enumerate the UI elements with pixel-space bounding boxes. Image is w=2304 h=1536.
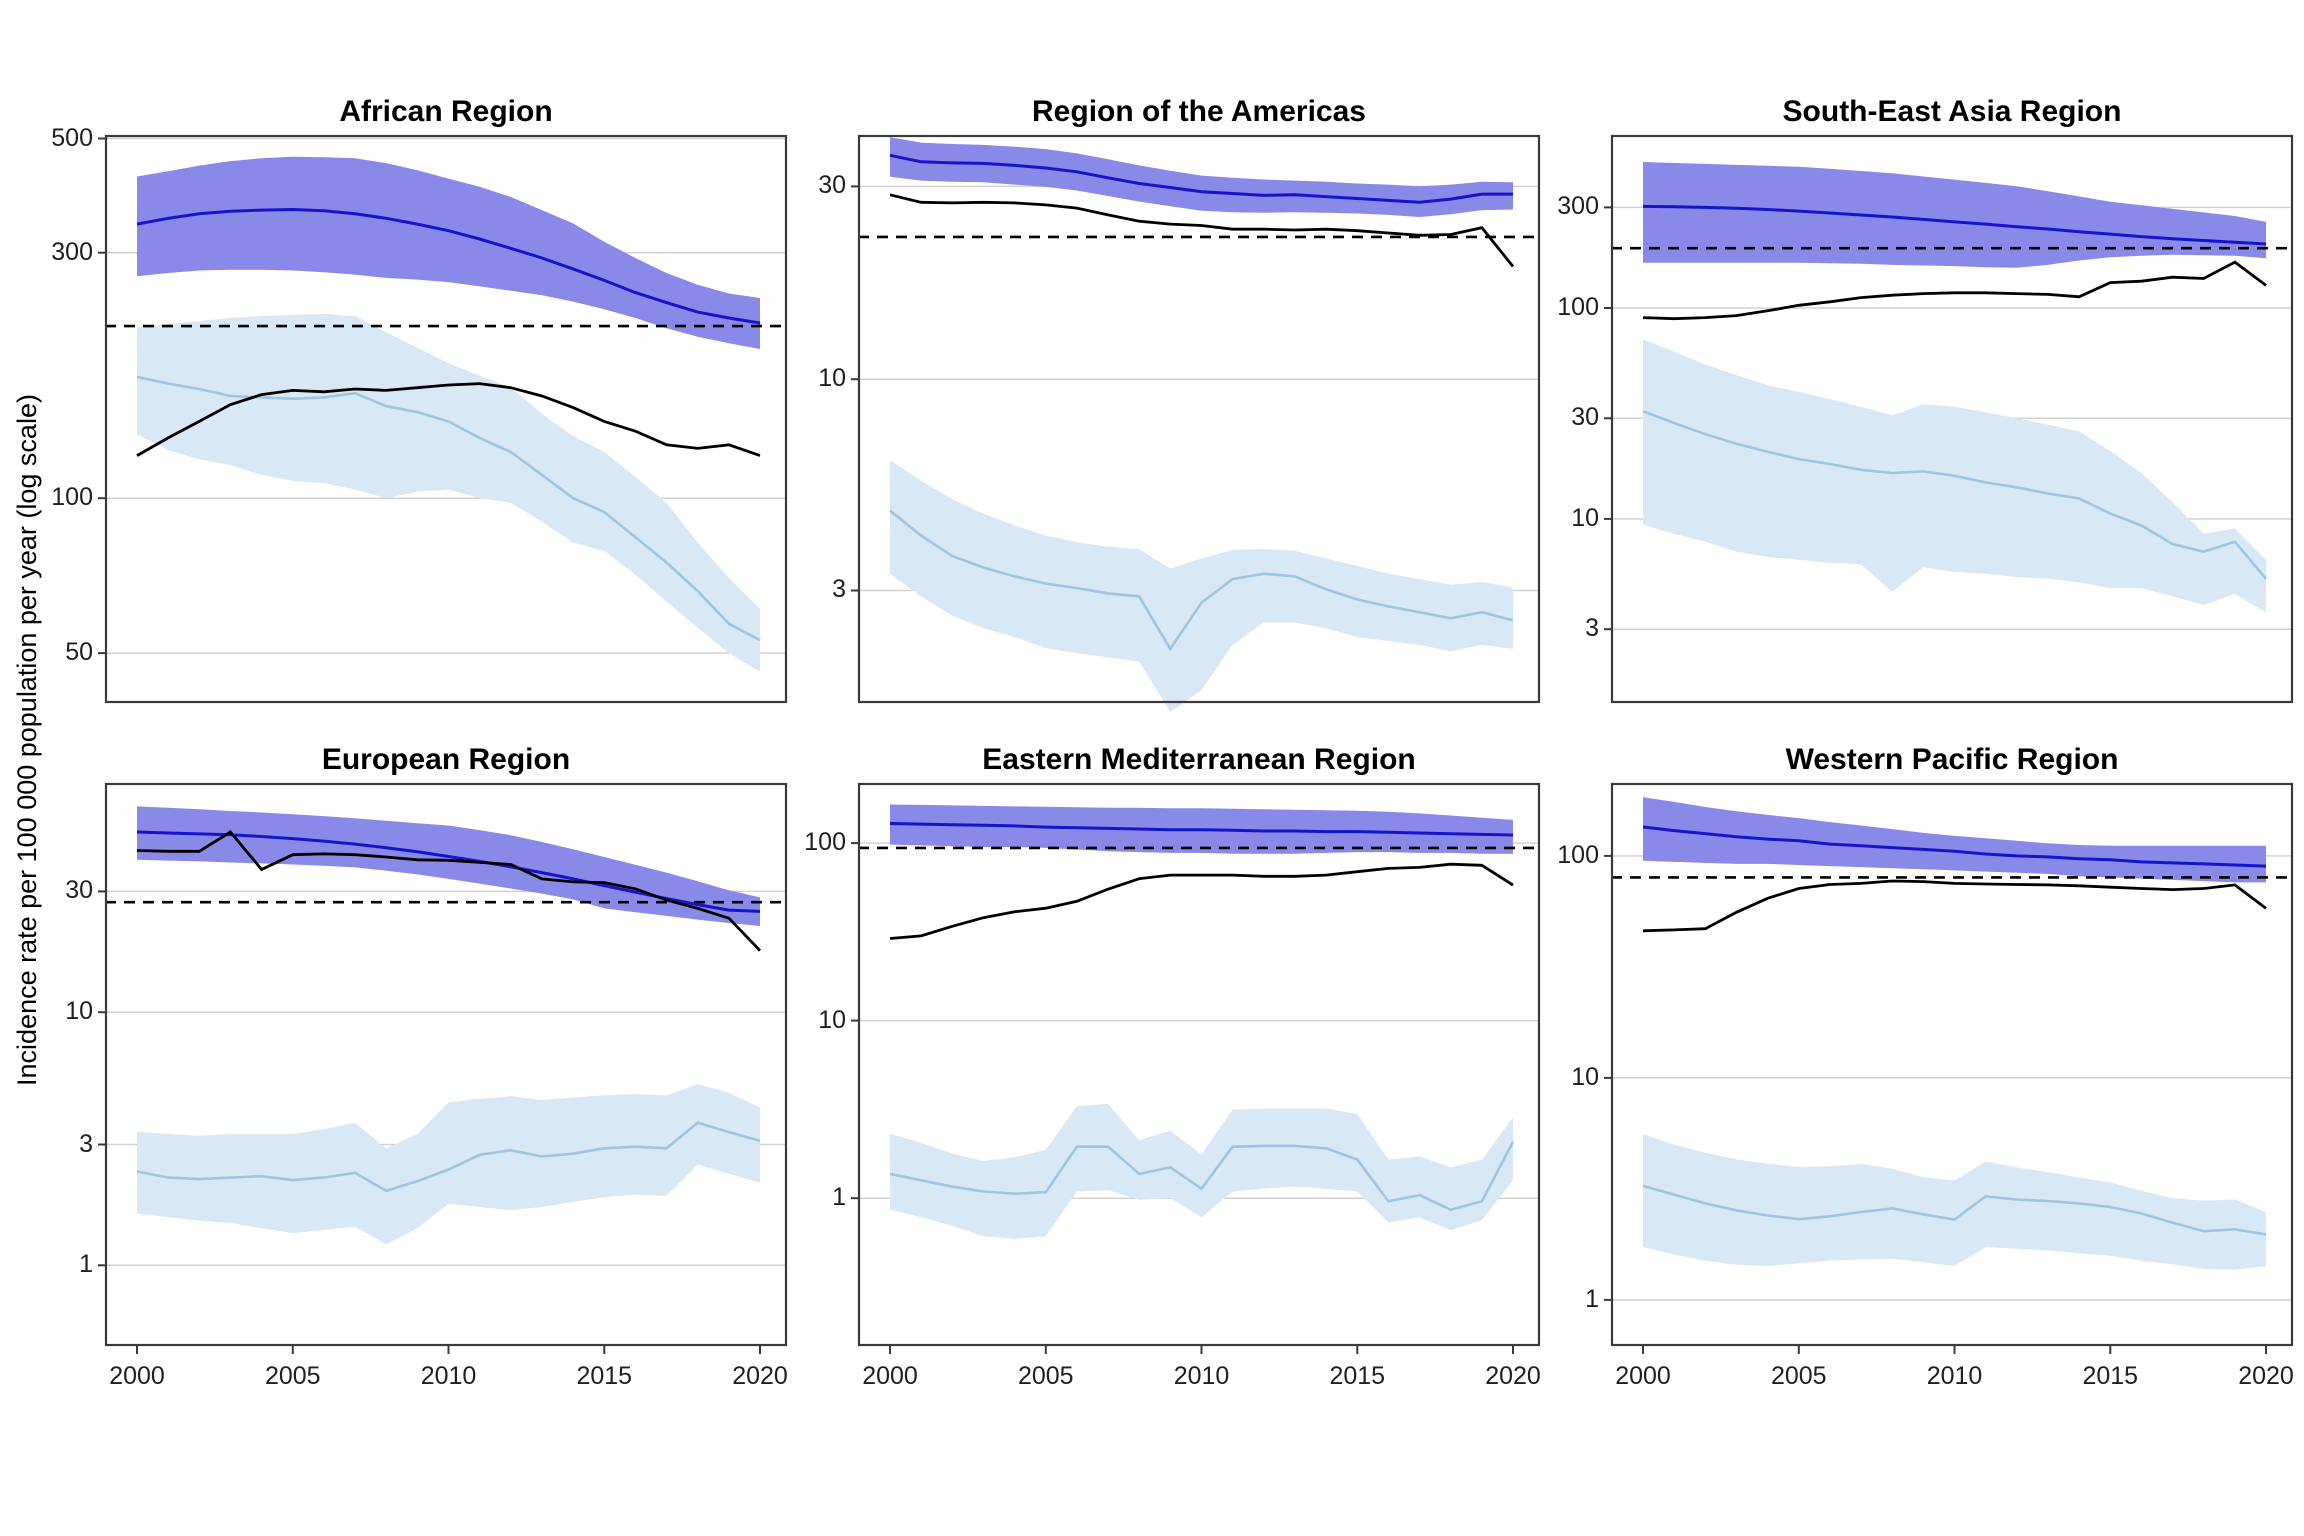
hiv-incidence-line bbox=[136, 375, 761, 642]
x-tick-label: 2000 bbox=[862, 1362, 918, 1390]
incidence-uncertainty-band bbox=[137, 156, 760, 349]
x-tick-label: 2020 bbox=[2238, 1362, 2294, 1390]
incidence-uncertainty-band bbox=[890, 137, 1513, 217]
panel-plot-area bbox=[98, 782, 788, 1354]
panel-border bbox=[104, 134, 788, 704]
y-tick-label: 3 bbox=[832, 575, 846, 604]
y-tick-label: 100 bbox=[51, 483, 93, 512]
panel-title: African Region bbox=[339, 95, 553, 128]
panel-border bbox=[857, 782, 1541, 1347]
y-tick-label: 300 bbox=[1557, 192, 1599, 221]
notifications-line bbox=[889, 193, 1515, 268]
y-tick-label: 300 bbox=[51, 237, 93, 266]
panel-plot-area bbox=[851, 134, 1541, 713]
y-tick-label: 30 bbox=[1571, 403, 1599, 432]
notifications-line bbox=[136, 830, 762, 952]
y-tick-label: 100 bbox=[804, 828, 846, 857]
y-tick-label: 1 bbox=[832, 1183, 846, 1212]
y-tick-label: 500 bbox=[51, 123, 93, 152]
x-tick-label: 2010 bbox=[1173, 1362, 1230, 1390]
x-tick-label: 2015 bbox=[2082, 1362, 2139, 1390]
hiv-incidence-uncertainty-band bbox=[137, 314, 760, 672]
hiv-incidence-uncertainty-band bbox=[890, 460, 1513, 713]
notifications-line bbox=[136, 382, 761, 457]
x-tick-label: 2020 bbox=[732, 1362, 788, 1390]
incidence-line bbox=[136, 207, 761, 325]
y-tick-label: 10 bbox=[818, 1005, 846, 1034]
y-tick-label: 10 bbox=[1571, 503, 1599, 532]
x-tick-label: 2000 bbox=[109, 1362, 165, 1390]
x-tick-label: 2010 bbox=[1926, 1362, 1983, 1390]
panel-title: Western Pacific Region bbox=[1785, 743, 2119, 776]
x-tick-label: 2005 bbox=[1017, 1362, 1074, 1390]
y-axis-title: Incidence rate per 100 000 population pe… bbox=[12, 394, 42, 1086]
panel-plot-area bbox=[1604, 134, 2294, 704]
y-tick-label: 30 bbox=[818, 171, 846, 200]
incidence-uncertainty-band bbox=[1643, 162, 2266, 268]
hiv-incidence-line bbox=[889, 509, 1514, 652]
panel-title: Eastern Mediterranean Region bbox=[982, 743, 1416, 776]
y-tick-label: 30 bbox=[65, 876, 93, 905]
panel-title: European Region bbox=[321, 743, 571, 776]
notifications-line bbox=[1642, 260, 2267, 321]
panel-border bbox=[1610, 782, 2294, 1347]
panel-plot-area bbox=[98, 134, 788, 704]
hiv-incidence-line bbox=[1642, 409, 2267, 580]
y-tick-label: 50 bbox=[65, 638, 93, 667]
y-tick-label: 1 bbox=[79, 1250, 93, 1279]
notifications-line bbox=[889, 862, 1514, 940]
incidence-line bbox=[889, 822, 1514, 837]
incidence-line bbox=[889, 153, 1513, 204]
hiv-incidence-line bbox=[1642, 1184, 2267, 1236]
y-tick-label: 1 bbox=[1585, 1284, 1599, 1313]
hiv-incidence-uncertainty-band bbox=[137, 1084, 760, 1245]
x-tick-label: 2005 bbox=[264, 1362, 321, 1390]
panel-plot-area bbox=[1604, 782, 2294, 1354]
hiv-incidence-line bbox=[889, 1141, 1515, 1212]
panel-border bbox=[857, 134, 1541, 704]
incidence-line bbox=[1642, 204, 2267, 246]
y-tick-label: 10 bbox=[65, 997, 93, 1026]
x-tick-label: 2020 bbox=[1485, 1362, 1541, 1390]
panel-border bbox=[104, 782, 788, 1347]
x-tick-label: 2010 bbox=[420, 1362, 477, 1390]
hiv-incidence-uncertainty-band bbox=[890, 1103, 1513, 1239]
incidence-uncertainty-band bbox=[137, 806, 760, 926]
x-tick-label: 2000 bbox=[1615, 1362, 1671, 1390]
y-tick-label: 100 bbox=[1557, 292, 1599, 321]
panel-plot-area bbox=[851, 782, 1541, 1354]
notifications-line bbox=[1642, 879, 2267, 933]
hiv-incidence-uncertainty-band bbox=[1643, 1133, 2266, 1270]
y-tick-label: 10 bbox=[818, 364, 846, 393]
incidence-uncertainty-band bbox=[1643, 797, 2266, 883]
hiv-incidence-line bbox=[136, 1121, 761, 1193]
x-tick-label: 2005 bbox=[1770, 1362, 1827, 1390]
panel-title: South-East Asia Region bbox=[1782, 95, 2122, 128]
panel-border bbox=[1610, 134, 2294, 704]
incidence-line bbox=[1642, 825, 2267, 868]
x-tick-label: 2015 bbox=[576, 1362, 633, 1390]
y-tick-label: 10 bbox=[1571, 1062, 1599, 1091]
y-tick-label: 3 bbox=[79, 1129, 93, 1158]
x-tick-label: 2015 bbox=[1329, 1362, 1386, 1390]
panel-title: Region of the Americas bbox=[1032, 95, 1366, 128]
y-tick-label: 3 bbox=[1585, 614, 1599, 643]
y-tick-label: 100 bbox=[1557, 840, 1599, 869]
